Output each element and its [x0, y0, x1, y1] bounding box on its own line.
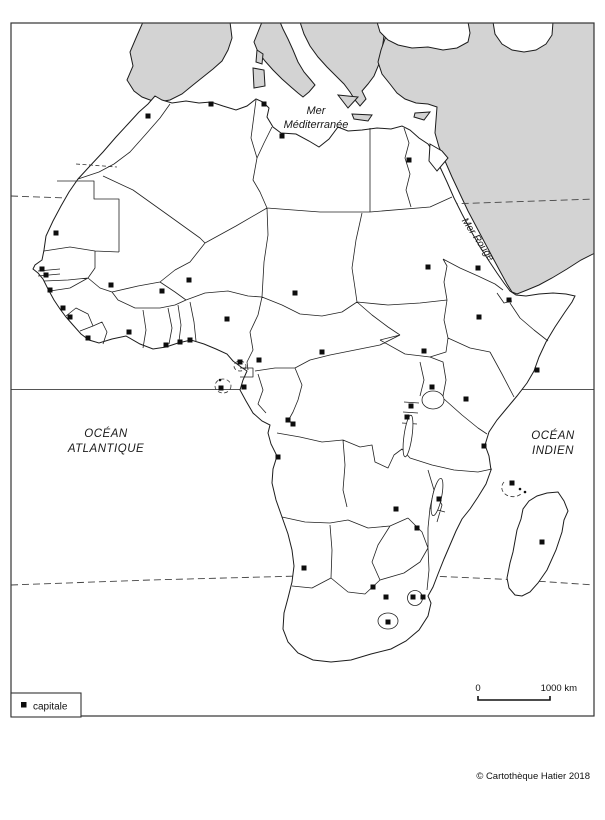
capital-marker [393, 506, 399, 512]
sao-tome-islet [218, 378, 222, 382]
capital-marker [429, 384, 435, 390]
corsica-island [255, 49, 264, 65]
capital-marker [163, 342, 169, 348]
capital-marker [275, 454, 281, 460]
sicily-island [336, 94, 360, 109]
crete-island [351, 113, 373, 122]
capital-marker [370, 584, 376, 590]
capital-marker [224, 316, 230, 322]
capital-marker [67, 314, 73, 320]
madagascar-island [506, 491, 569, 597]
capital-marker [408, 403, 414, 409]
indian-ocean-label-line1: OCÉAN [531, 429, 575, 442]
capital-marker [506, 297, 512, 303]
capital-marker [463, 396, 469, 402]
capital-marker [53, 230, 59, 236]
legend-box: capitale [10, 692, 82, 718]
sao-tome-island-ring [214, 378, 232, 394]
capital-marker [256, 357, 262, 363]
legend-capital-square-icon [21, 702, 27, 708]
balkans-greece-landmass [299, 23, 386, 107]
map-content: Mer Méditerranée Mer Rouge OCÉAN ATLANTI… [11, 23, 594, 663]
capital-marker [187, 337, 193, 343]
capital-marker [420, 594, 426, 600]
capital-marker [425, 264, 431, 270]
capital-marker [85, 335, 91, 341]
lake-victoria [421, 390, 445, 410]
atlantic-ocean-label-line1: OCÉAN [84, 427, 128, 440]
capital-marker [237, 359, 243, 365]
capital-marker [421, 348, 427, 354]
capital-marker [509, 480, 515, 486]
scale-start-label: 0 [475, 683, 480, 694]
cyprus-island [413, 111, 432, 121]
lake-tanganyika [402, 414, 414, 458]
capital-marker [47, 287, 53, 293]
mediterranean-sea-label-line1: Mer [307, 105, 327, 117]
capital-marker [436, 496, 442, 502]
sardinia-island [252, 67, 266, 89]
capital-marker [177, 339, 183, 345]
capital-marker [292, 290, 298, 296]
credit-text: © Cartothèque Hatier 2018 [476, 771, 590, 782]
capital-marker [539, 539, 545, 545]
capital-marker [481, 443, 487, 449]
country-borders [37, 99, 549, 595]
comoros-islands-ring [501, 481, 523, 498]
capital-marker [301, 565, 307, 571]
capital-markers-layer [39, 101, 545, 625]
sinai-peninsula [428, 143, 449, 172]
scale-bar: 0 1000 km [475, 683, 578, 701]
indian-ocean-label-line2: INDIEN [532, 445, 574, 457]
turkey-arabia-landmass [377, 23, 594, 295]
capital-marker [126, 329, 132, 335]
capital-marker [39, 266, 45, 272]
scale-bar-line [477, 696, 551, 701]
capital-marker [475, 265, 481, 271]
capital-marker [414, 525, 420, 531]
capital-marker [319, 349, 325, 355]
capital-marker [145, 113, 151, 119]
capital-marker [218, 385, 224, 391]
scale-end-label: 1000 km [541, 683, 578, 694]
black-sea [376, 23, 471, 51]
capital-marker [404, 414, 410, 420]
africa-coastline [32, 95, 576, 663]
capital-marker [285, 417, 291, 423]
morocco-western-sahara-dashed-border [75, 163, 118, 168]
capital-marker [385, 619, 391, 625]
capital-marker [159, 288, 165, 294]
capital-marker [60, 305, 66, 311]
capital-marker [406, 157, 412, 163]
capital-marker [261, 101, 267, 107]
capital-marker [241, 384, 247, 390]
capital-marker [476, 314, 482, 320]
capital-marker [279, 133, 285, 139]
comoros-islet [518, 487, 522, 491]
capital-marker [534, 367, 540, 373]
nile-river [403, 127, 412, 208]
capital-marker [186, 277, 192, 283]
capital-marker [290, 421, 296, 427]
capital-marker [108, 282, 114, 288]
capital-marker [43, 272, 49, 278]
mediterranean-sea-label-line2: Méditerranée [284, 119, 349, 131]
caspian-sea [492, 23, 554, 53]
capital-marker [208, 101, 214, 107]
bioko-island-ring [233, 360, 247, 372]
comoros-islet [523, 490, 527, 494]
legend-capital-label: capitale [33, 702, 68, 713]
map-frame-border [10, 22, 595, 717]
iberia-landmass [126, 23, 233, 103]
capital-marker [383, 594, 389, 600]
capital-marker [410, 594, 416, 600]
atlantic-ocean-label-line2: ATLANTIQUE [67, 443, 144, 455]
